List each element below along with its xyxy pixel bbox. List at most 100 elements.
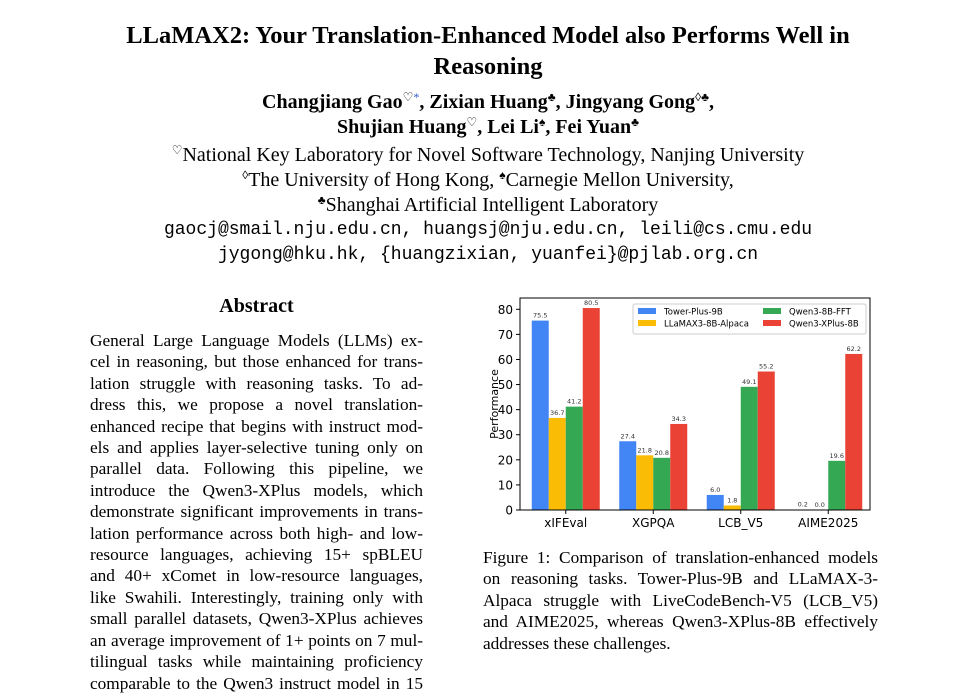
text-line: and AIME2025, whereas Qwen3-XPlus-8B eff… <box>483 612 878 632</box>
legend-swatch <box>763 308 781 314</box>
legend-swatch <box>763 320 781 326</box>
affiliation-text: The University of Hong Kong, <box>248 169 500 191</box>
y-tick-label: 20 <box>498 453 513 467</box>
author-name: , Lei Li <box>477 116 539 138</box>
bar <box>845 353 863 510</box>
affiliation-text: Shanghai Artificial Intelligent Laborato… <box>325 194 659 216</box>
text-line: Figure 1: Comparison of translation-enha… <box>483 548 878 567</box>
email-line: jygong@hku.hk, {huangzixian, yuanfei}@pj… <box>217 245 759 265</box>
title-line: LLaMAX2: Your Translation-Enhanced Model… <box>126 22 850 49</box>
text-line: an average improvement of 1+ points on 7… <box>90 630 423 650</box>
x-tick-label: xIFEval <box>544 516 587 530</box>
bar-value-label: 62.2 <box>847 345 861 353</box>
bar <box>636 455 654 510</box>
bar <box>828 460 846 510</box>
text-line: General Large Language Models (LLMs) ex- <box>90 331 423 350</box>
author-sep: , <box>708 91 714 113</box>
title-line: Reasoning <box>433 53 543 80</box>
abstract-body: General Large Language Models (LLMs) ex-… <box>90 330 423 694</box>
y-tick-label: 40 <box>498 403 513 417</box>
affiliation-line: ♣Shanghai Artificial Intelligent Laborat… <box>0 193 976 218</box>
text-line: demonstrate significant improvements in … <box>90 502 423 522</box>
text-line: and 40+ xComet in low-resource languages… <box>90 566 423 586</box>
affil-mark: ♠ <box>538 115 546 129</box>
legend-label: Qwen3-XPlus-8B <box>789 320 859 330</box>
bar-value-label: 19.6 <box>830 452 844 460</box>
text-line: els and applies layer-selective tuning o… <box>90 438 423 458</box>
bar <box>670 423 688 510</box>
bar <box>565 406 583 510</box>
text-line: enhanced recipe that begins with instruc… <box>90 416 423 436</box>
author-name: , Fei Yuan <box>545 116 632 138</box>
legend-label: Qwen3-8B-FFT <box>789 308 852 318</box>
x-tick-label: AIME2025 <box>798 516 858 530</box>
text-line: tilingual tasks while maintaining profic… <box>90 652 423 672</box>
y-tick-label: 60 <box>498 353 513 367</box>
affiliation-line: ♡National Key Laboratory for Novel Softw… <box>0 143 976 168</box>
bar <box>548 417 566 510</box>
author-name: , Zixian Huang <box>419 91 548 113</box>
bar <box>723 505 741 510</box>
bar-value-label: 1.8 <box>727 496 737 504</box>
x-tick-label: LCB_V5 <box>718 516 763 530</box>
author-name: Changjiang Gao <box>262 91 403 113</box>
y-tick-label: 0 <box>505 504 513 518</box>
text-line: like Swahili. Interestingly, training on… <box>90 587 423 607</box>
bar-value-label: 75.5 <box>533 312 547 320</box>
bar <box>582 308 600 510</box>
bar-value-label: 49.1 <box>742 378 756 386</box>
bar-value-label: 34.3 <box>672 415 686 423</box>
figure-caption: Figure 1: Comparison of translation-enha… <box>483 547 878 654</box>
affiliations: ♡National Key Laboratory for Novel Softw… <box>0 143 976 268</box>
text-line: on reasoning tasks. Tower-Plus-9B and LL… <box>483 569 878 589</box>
bar-value-label: 55.2 <box>759 363 773 371</box>
text-line: Alpaca struggle with LiveCodeBench-V5 (L… <box>483 590 878 610</box>
y-tick-label: 50 <box>498 378 513 392</box>
affil-mark: ◊♣ <box>695 90 709 104</box>
x-tick-label: XGPQA <box>632 516 675 530</box>
text-line: comparable to the Qwen3 instruct model i… <box>90 673 423 693</box>
bar <box>531 320 549 510</box>
legend-label: Tower-Plus-9B <box>663 308 723 318</box>
text-line: small parallel datasets, Qwen3-XPlus ach… <box>90 609 423 629</box>
text-line: introduce the Qwen3-XPlus models, which <box>90 480 423 500</box>
text-line: dress this, we propose a novel translati… <box>90 395 423 415</box>
plot-frame <box>519 297 871 511</box>
bar <box>706 494 724 510</box>
y-tick-label: 30 <box>498 428 513 442</box>
bar-value-label: 36.7 <box>550 409 564 417</box>
paper-title: LLaMAX2: Your Translation-Enhanced Model… <box>0 20 976 82</box>
author-line: Shujian Huang♡, Lei Li♠, Fei Yuan♣ <box>0 115 976 140</box>
legend-swatch <box>638 308 656 314</box>
legend-swatch <box>638 320 656 326</box>
bar <box>653 457 671 510</box>
text-line: resource languages, achieving 15+ spBLEU <box>90 545 423 565</box>
bar <box>757 371 775 510</box>
affiliation-text: Carnegie Mellon University, <box>505 169 734 191</box>
author-list: Changjiang Gao♡*, Zixian Huang♣, Jingyan… <box>0 90 976 140</box>
text-line: lation performance across both high- and… <box>90 523 423 543</box>
bar-value-label: 0.0 <box>815 501 825 509</box>
affil-mark: ♡ <box>402 90 414 104</box>
bar-value-label: 41.2 <box>567 398 581 406</box>
y-tick-label: 70 <box>498 328 513 342</box>
bar-value-label: 80.5 <box>584 299 598 307</box>
email-line: gaocj@smail.nju.edu.cn, huangsj@nju.edu.… <box>163 220 813 240</box>
bar <box>740 386 758 510</box>
bar-value-label: 20.8 <box>655 449 669 457</box>
affil-mark: ◊ <box>242 168 249 182</box>
affil-mark: ♣ <box>317 193 326 207</box>
bar-chart: 0 10 20 30 40 50 60 70 80 Performance xIFEval 75.5 3… <box>488 297 871 530</box>
text-line: lation struggle with reasoning tasks. To… <box>90 373 423 393</box>
affil-mark: ♣ <box>547 90 556 104</box>
y-tick-label: 10 <box>498 478 513 492</box>
affil-mark: ♣ <box>631 115 639 129</box>
affiliation-text: National Key Laboratory for Novel Softwa… <box>182 144 805 166</box>
y-axis-label: Performance <box>488 369 501 439</box>
y-tick-label: 80 <box>498 303 513 317</box>
affil-mark: ♡ <box>466 115 478 129</box>
affiliation-line: ◊The University of Hong Kong, ♠Carnegie … <box>0 168 976 193</box>
bar-value-label: 21.8 <box>638 446 652 454</box>
corresponding-mark: * <box>413 90 420 104</box>
bar-value-label: 0.2 <box>798 500 808 508</box>
